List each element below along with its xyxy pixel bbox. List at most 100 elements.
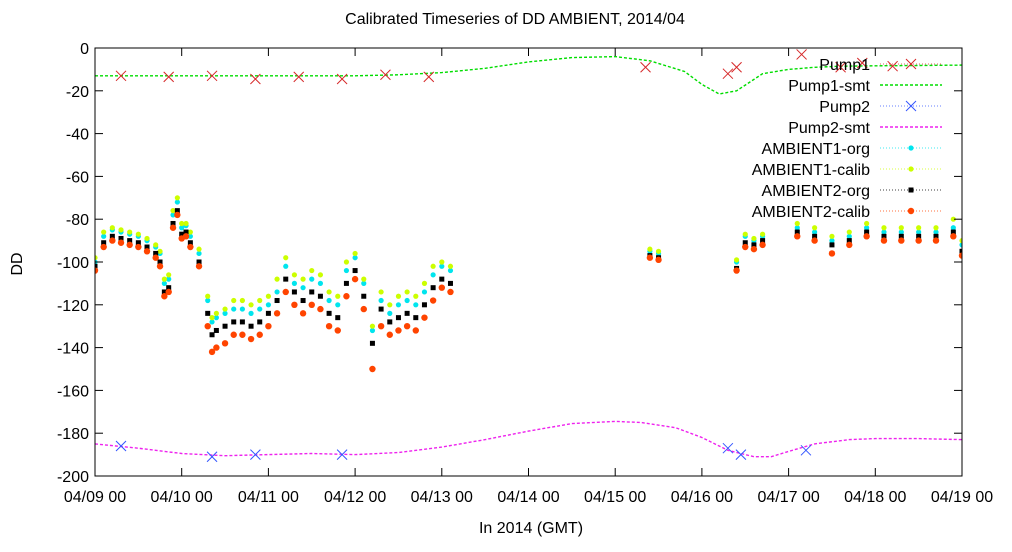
data-point-ambient2-org — [283, 276, 289, 282]
data-point-ambient1-calib — [109, 225, 115, 231]
data-point-ambient2-org — [794, 229, 800, 235]
data-point-ambient1-calib — [157, 248, 163, 254]
x-tick-label: 04/12 00 — [324, 489, 386, 506]
data-point-ambient1-calib — [187, 229, 193, 235]
data-point-ambient1-calib — [898, 225, 904, 231]
series-group — [95, 49, 962, 463]
data-point-ambient1-org — [161, 280, 167, 286]
data-point-ambient2-calib — [308, 301, 315, 308]
data-point-ambient1-calib — [127, 229, 133, 235]
legend-swatch-ambient1-calib — [908, 166, 914, 172]
data-point-pump1 — [163, 71, 175, 83]
data-point-ambient2-org — [369, 340, 375, 346]
data-point-ambient1-calib — [413, 293, 419, 299]
chart-title: Calibrated Timeseries of DD AMBIENT, 201… — [345, 11, 685, 28]
legend-label-pump1-smt: Pump1-smt — [788, 78, 870, 95]
data-point-ambient1-calib — [101, 229, 107, 235]
legend-label-ambient2-calib: AMBIENT2-calib — [752, 204, 870, 221]
data-point-ambient1-org — [916, 229, 922, 235]
data-point-ambient1-calib — [135, 231, 141, 237]
data-point-ambient1-org — [101, 233, 107, 239]
data-point-ambient2-calib — [213, 344, 220, 351]
data-point-pump1 — [423, 71, 435, 83]
data-point-pump1-b — [856, 57, 868, 69]
y-tick-label: -140 — [57, 341, 89, 358]
data-point-ambient2-org — [183, 229, 189, 235]
data-point-pump1-b — [163, 71, 175, 83]
data-point-pump1 — [250, 73, 261, 85]
legend-label-ambient2-org: AMBIENT2-org — [762, 183, 870, 200]
data-point-ambient1-calib — [283, 255, 289, 261]
data-point-ambient2-org — [127, 238, 133, 244]
data-point-ambient1-org — [166, 276, 172, 282]
x-tick-label: 04/16 00 — [671, 489, 733, 506]
data-point-ambient1-calib — [404, 289, 410, 295]
data-point-ambient1-calib — [387, 302, 393, 308]
data-point-ambient2-calib — [174, 211, 181, 219]
data-point-ambient1-calib — [161, 276, 167, 282]
data-point-ambient1-calib — [205, 293, 211, 299]
data-point-ambient2-calib — [100, 243, 107, 251]
y-tick-label: -180 — [57, 426, 89, 443]
data-point-ambient2-org — [933, 233, 939, 239]
legend-swatch-pump2 — [905, 100, 917, 112]
data-point-ambient1-org — [205, 297, 211, 304]
data-point-ambient1-calib — [881, 225, 887, 231]
data-point-ambient1-calib — [239, 297, 245, 304]
data-point-pump1-b — [336, 73, 348, 85]
data-point-ambient2-org — [205, 310, 211, 316]
plot-layer — [95, 49, 962, 463]
data-point-ambient2-calib — [447, 288, 454, 296]
data-point-ambient2-calib — [273, 310, 281, 317]
data-point-ambient1-org — [179, 225, 185, 231]
data-point-ambient2-calib — [386, 331, 393, 338]
data-point-ambient1-org — [361, 280, 367, 286]
series-line-pump1-smt — [95, 55, 962, 95]
data-point-ambient1-org — [794, 225, 800, 231]
data-point-ambient2-org — [118, 235, 124, 241]
data-point-ambient1-calib — [257, 297, 263, 304]
data-point-pump2 — [800, 444, 812, 456]
data-point-ambient2-calib — [95, 267, 99, 274]
x-tick-label: 04/10 00 — [151, 489, 213, 506]
data-point-ambient1-calib — [118, 227, 124, 233]
data-point-pump1-b — [731, 61, 742, 73]
data-point-ambient2-org — [343, 280, 349, 286]
data-point-pump2 — [722, 442, 734, 454]
data-point-ambient2-org — [404, 310, 410, 316]
data-point-ambient2-calib — [221, 340, 229, 347]
data-point-ambient1-calib — [933, 225, 939, 231]
data-point-ambient1-org — [378, 297, 384, 304]
data-point-ambient2-org — [742, 240, 748, 246]
data-point-ambient1-calib — [209, 315, 215, 321]
data-point-ambient1-org — [231, 306, 237, 312]
data-point-ambient2-org — [209, 332, 215, 338]
data-point-ambient2-org — [161, 289, 167, 295]
data-point-ambient2-org — [135, 240, 141, 246]
data-point-ambient2-calib — [412, 327, 419, 334]
data-point-ambient2-calib — [421, 314, 428, 321]
data-point-ambient2-org — [751, 242, 757, 248]
data-point-ambient2-org — [421, 302, 427, 308]
data-point-ambient1-org — [829, 238, 835, 244]
data-point-ambient2-org — [174, 208, 180, 214]
data-point-ambient1-org — [196, 250, 202, 257]
data-point-ambient1-org — [187, 233, 193, 239]
data-point-ambient2-org — [317, 293, 323, 299]
data-point-ambient2-calib — [880, 237, 888, 244]
y-tick-label: 0 — [80, 41, 89, 58]
data-point-ambient2-org — [153, 250, 159, 256]
data-point-ambient2-calib — [165, 288, 172, 296]
data-point-ambient1-calib — [222, 306, 228, 312]
series-ambient1-calib — [95, 195, 962, 329]
data-point-ambient2-org — [846, 238, 852, 244]
data-point-ambient1-org — [812, 229, 818, 235]
data-point-pump1-b — [115, 70, 127, 82]
data-point-ambient2-calib — [351, 275, 359, 283]
data-point-ambient1-calib — [317, 272, 324, 278]
data-point-pump1-b — [423, 71, 435, 83]
data-point-ambient1-calib — [213, 310, 219, 316]
data-point-ambient1-calib — [265, 293, 271, 299]
data-point-ambient1-calib — [742, 231, 748, 237]
data-point-ambient1-calib — [95, 255, 98, 261]
